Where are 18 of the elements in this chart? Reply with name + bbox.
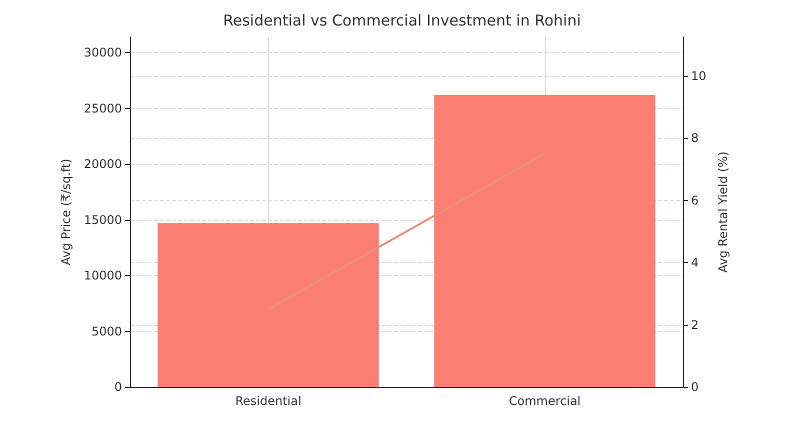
y-tick-label: 15000 xyxy=(84,212,122,227)
x-tick-label: Commercial xyxy=(508,394,581,408)
y-tick-label: 20000 xyxy=(84,157,122,172)
y-axis-title: Avg Price (₹/sq.ft) xyxy=(59,158,73,266)
x-tick-label: Residential xyxy=(235,394,302,408)
y-tick-label: 10000 xyxy=(84,268,122,283)
y2-axis-title: Avg Rental Yield (%) xyxy=(716,151,730,273)
y2-tick-label: 8 xyxy=(691,131,699,146)
y2-tick-label: 2 xyxy=(691,318,699,332)
y-tick-label: 30000 xyxy=(84,46,122,60)
y-tick-label: 0 xyxy=(114,380,122,394)
y-tick-label: 5000 xyxy=(91,324,122,338)
y2-tick-label: 4 xyxy=(691,256,699,270)
y2-tick-label: 0 xyxy=(691,380,699,394)
y2-tick-label: 10 xyxy=(691,68,706,83)
y-tick-label: 25000 xyxy=(84,101,122,116)
chart-title: Residential vs Commercial Investment in Rohini xyxy=(223,12,581,30)
y2-tick-label: 6 xyxy=(691,193,699,208)
